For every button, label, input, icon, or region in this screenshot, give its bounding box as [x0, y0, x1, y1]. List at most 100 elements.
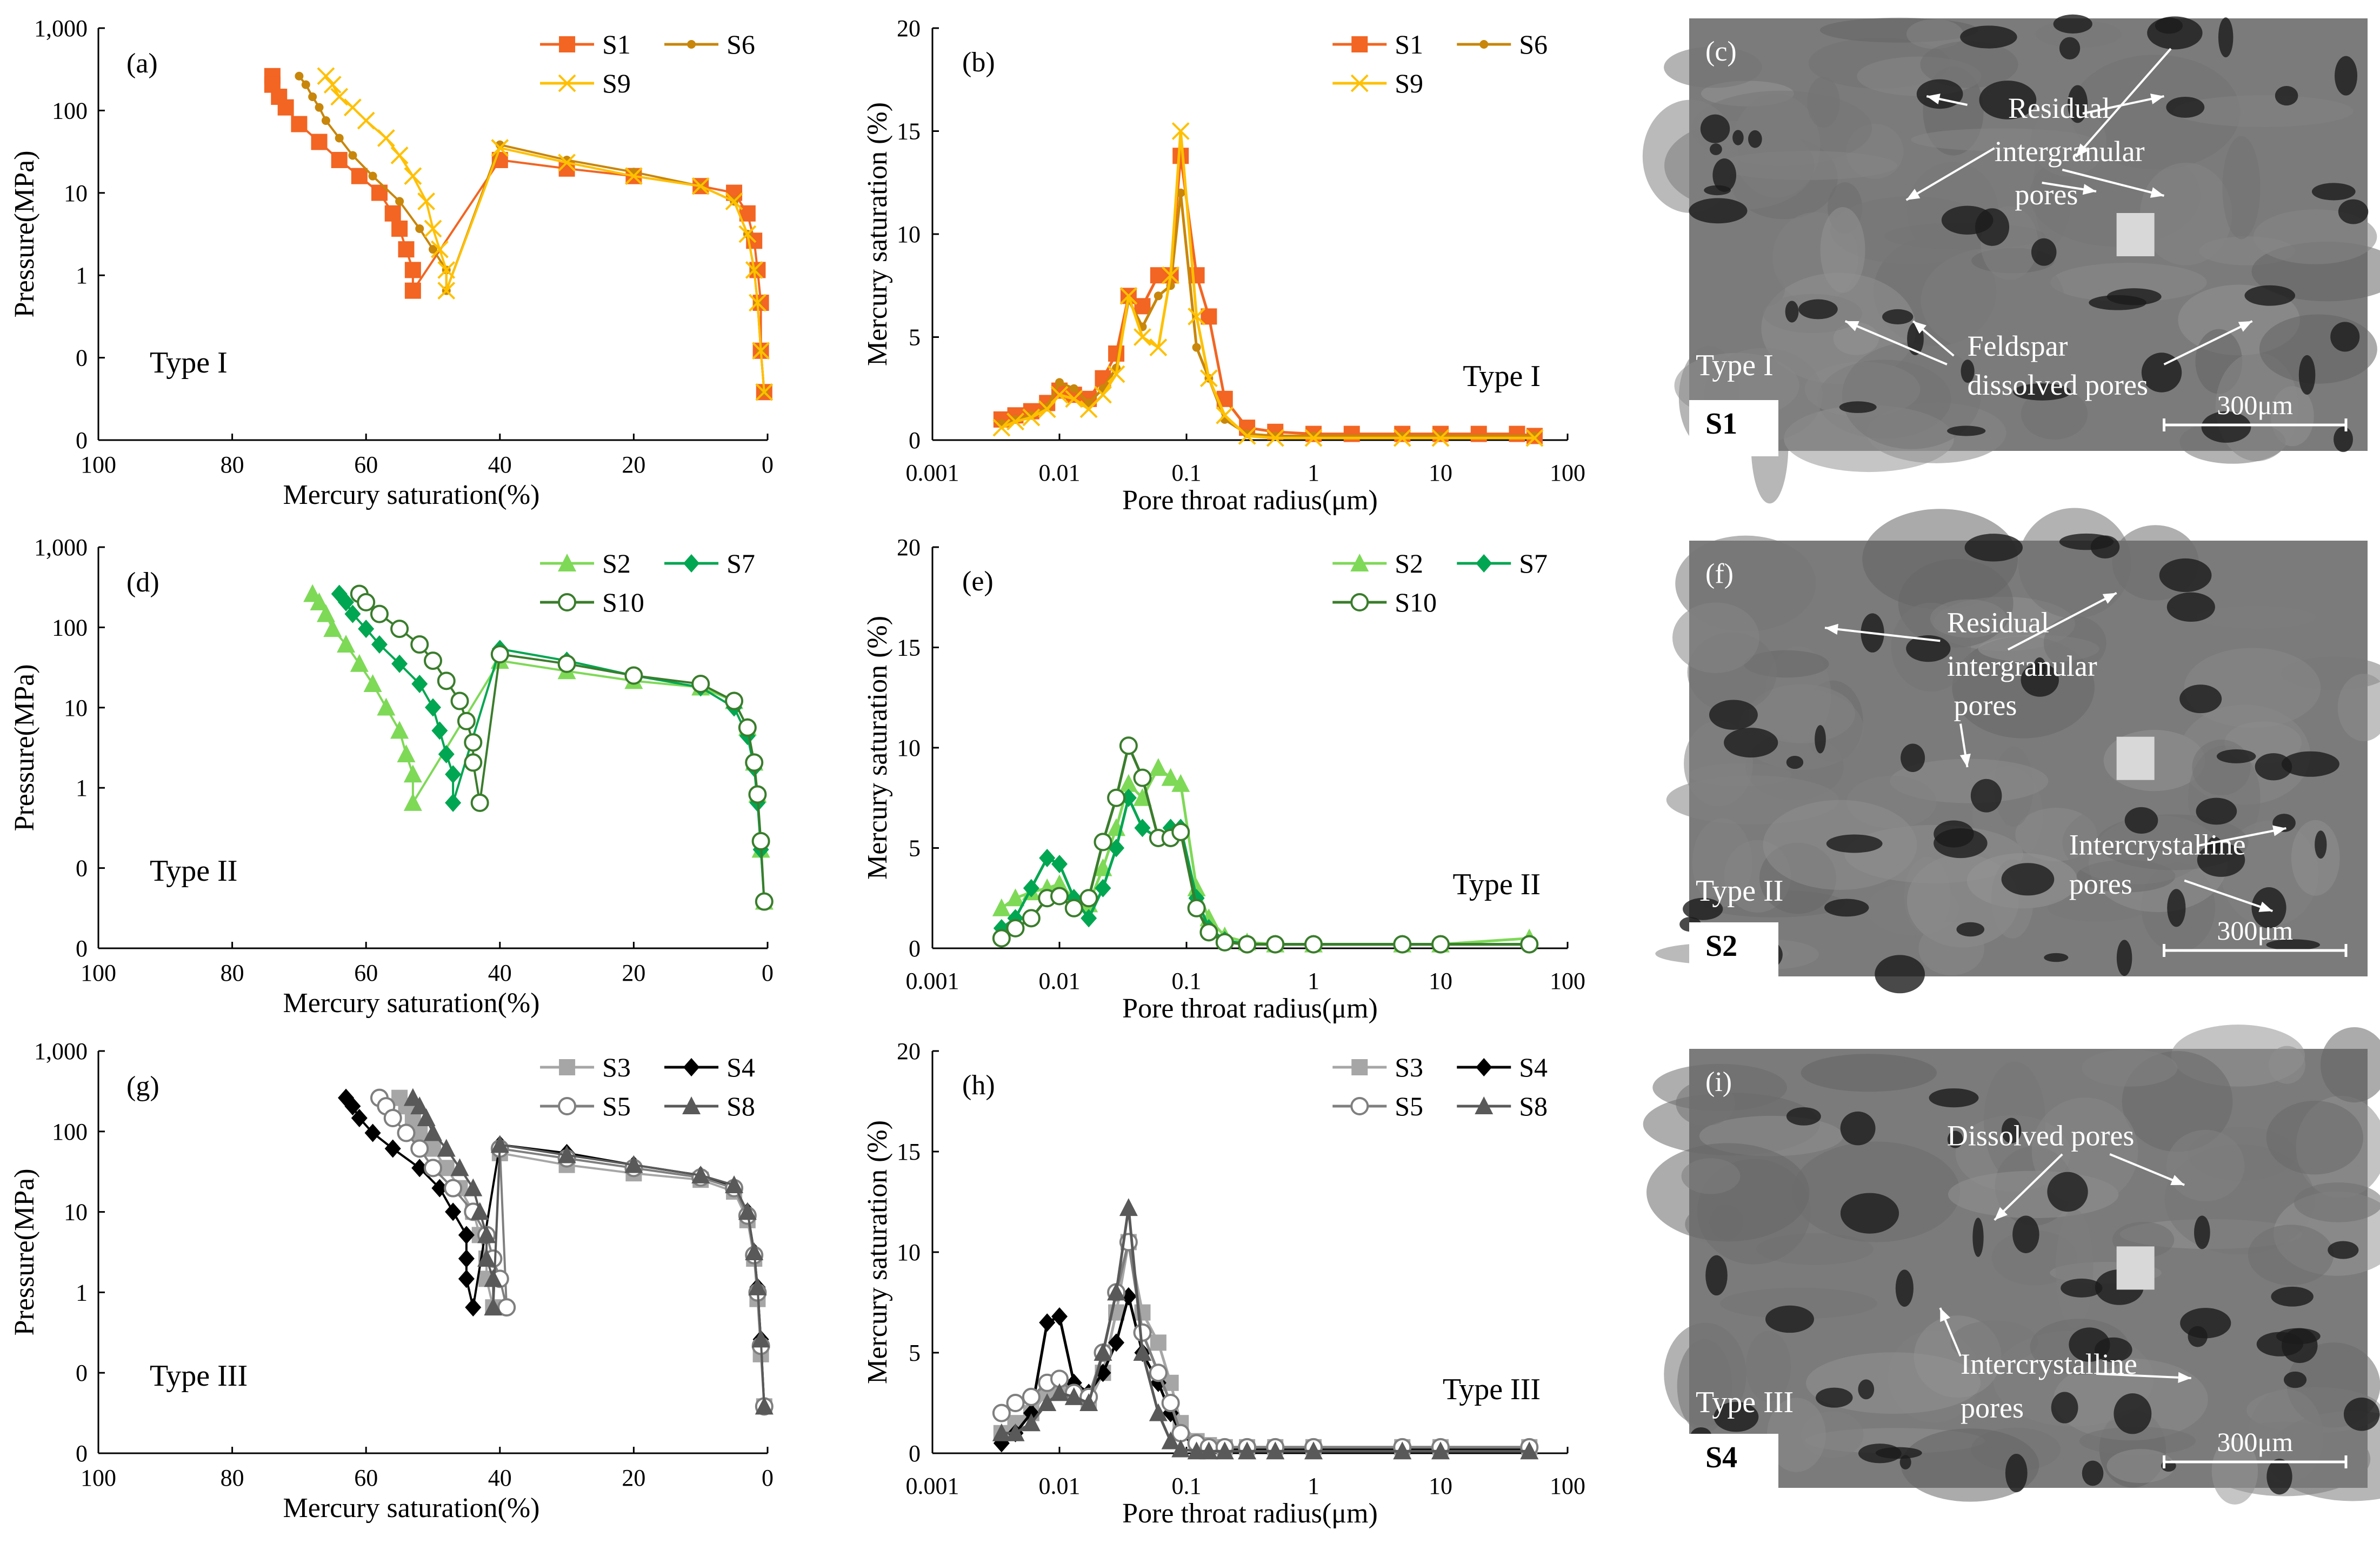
pore-dark-spot — [1786, 755, 1804, 769]
pore-dark-spot — [1899, 1455, 1911, 1469]
data-point-S10 — [1520, 935, 1539, 954]
data-point-S8 — [1304, 1441, 1323, 1460]
sem-image-S2: (f) Type II S2 300μm Residual intergranular po… — [1655, 508, 2380, 994]
data-point-S9 — [1094, 385, 1112, 404]
data-point-S10 — [1064, 899, 1083, 917]
x-tick-label: 0.01 — [1039, 1473, 1081, 1499]
pore-dark-spot — [1964, 534, 2023, 562]
legend-label-S6: S6 — [1519, 29, 1548, 59]
data-point-S1 — [404, 262, 421, 278]
data-point-S7 — [1081, 909, 1097, 928]
pore-dark-spot — [2059, 533, 2114, 550]
mineral-grain — [1801, 1054, 1937, 1092]
annotation-arrow — [2197, 827, 2286, 847]
data-point-S8 — [450, 1158, 469, 1176]
data-point-S5 — [497, 1298, 516, 1317]
data-point-S8 — [745, 1242, 764, 1260]
y-tick-label: 5 — [909, 1340, 921, 1366]
data-point-S8 — [1149, 1403, 1168, 1421]
data-point-S2 — [337, 635, 356, 653]
data-point-S10 — [437, 671, 456, 690]
annotation-arrow — [2007, 591, 2117, 651]
mineral-grain — [1792, 1141, 1961, 1242]
data-point-S4 — [351, 1109, 368, 1127]
data-point-S8 — [1119, 1198, 1138, 1216]
data-point-S8 — [1094, 1343, 1112, 1361]
y-tick-label: 1 — [76, 775, 88, 801]
data-point-S2 — [1006, 888, 1025, 907]
legend-label-S4: S4 — [726, 1052, 755, 1082]
data-point-S7 — [358, 620, 375, 639]
data-point-S6 — [415, 224, 424, 233]
data-point-S6 — [368, 171, 377, 181]
data-point-S5 — [424, 1159, 442, 1178]
data-point-S8 — [992, 1423, 1011, 1441]
sample-box — [1689, 400, 1778, 456]
data-point-S10 — [357, 593, 376, 611]
data-point-S10 — [1215, 933, 1234, 952]
data-point-S8 — [1050, 1383, 1069, 1401]
x-tick-label: 100 — [1550, 968, 1585, 994]
annotation-arrow — [2096, 1372, 2191, 1379]
legend-label-S5: S5 — [1395, 1091, 1423, 1121]
annotation-text: dissolved pores — [1968, 369, 2148, 401]
data-point-S9 — [1525, 429, 1544, 447]
data-point-S7 — [1120, 788, 1137, 807]
x-tick-label: 20 — [622, 960, 645, 986]
pore-dark-spot — [2298, 355, 2316, 395]
annotation-arrowhead — [1913, 321, 1926, 334]
annotation-text: pores — [1961, 1392, 2024, 1424]
x-tick-label: 1 — [1308, 1473, 1319, 1499]
data-point-S8 — [1161, 1431, 1180, 1449]
pore-dark-spot — [2047, 1172, 2088, 1212]
mineral-grain — [2291, 820, 2340, 896]
pore-dark-spot — [2311, 183, 2356, 201]
data-point-S10 — [1199, 923, 1218, 942]
pore-dark-spot — [1929, 1088, 1979, 1108]
data-point-S2 — [403, 764, 422, 783]
data-point-S9 — [691, 177, 710, 195]
y-tick-label: 1,000 — [34, 1038, 88, 1065]
pore-dark-spot — [1704, 185, 1731, 196]
pore-dark-spot — [1683, 897, 1723, 920]
data-point-S1 — [1108, 345, 1125, 362]
data-point-S1 — [331, 151, 348, 168]
data-point-S10 — [691, 674, 710, 693]
pore-dark-spot — [2082, 1460, 2104, 1486]
data-point-S10 — [557, 654, 576, 673]
data-point-S9 — [755, 383, 774, 401]
data-point-S6 — [315, 103, 324, 112]
pressure-chart-a: 100 80 60 40 20 0 0 0 1 10 100 1,000 Mercury saturat… — [9, 15, 774, 510]
y-axis-label: Mercury saturation (%) — [862, 1120, 893, 1384]
annotation-arrowhead — [1940, 1308, 1950, 1322]
pore-dark-spot — [1824, 899, 1869, 917]
pore-dark-spot — [2334, 427, 2353, 453]
legend-label-S1: S1 — [1395, 29, 1423, 59]
pore-dark-spot — [2124, 807, 2158, 834]
data-point-S10 — [464, 753, 483, 772]
bright-mineral — [2116, 736, 2155, 780]
pore-dark-spot — [2114, 1393, 2152, 1434]
data-point-S9 — [1022, 408, 1041, 427]
legend-marker-S5 — [1350, 1097, 1369, 1115]
pore-dark-spot — [2059, 37, 2081, 60]
x-tick-label: 20 — [622, 451, 645, 478]
data-point-S8 — [1022, 1413, 1041, 1432]
pore-dark-spot — [2044, 953, 2069, 962]
y-axis-label: Mercury saturation (%) — [862, 616, 893, 880]
mineral-grain — [2030, 105, 2106, 177]
mineral-grain — [1745, 1331, 1791, 1402]
y-tick-label: 100 — [52, 1119, 88, 1145]
data-point-S9 — [1065, 390, 1083, 408]
data-point-S4 — [465, 1298, 482, 1317]
panel-label: (d) — [126, 567, 159, 598]
mineral-grain — [2253, 209, 2377, 264]
data-point-S8 — [725, 1175, 744, 1193]
data-point-S2 — [403, 793, 422, 811]
x-tick-label: 10 — [1429, 968, 1452, 994]
legend-marker-S4 — [683, 1058, 700, 1076]
data-point-S8 — [755, 1396, 774, 1415]
mineral-grain — [2266, 1100, 2363, 1175]
pore-dark-spot — [2281, 751, 2339, 777]
